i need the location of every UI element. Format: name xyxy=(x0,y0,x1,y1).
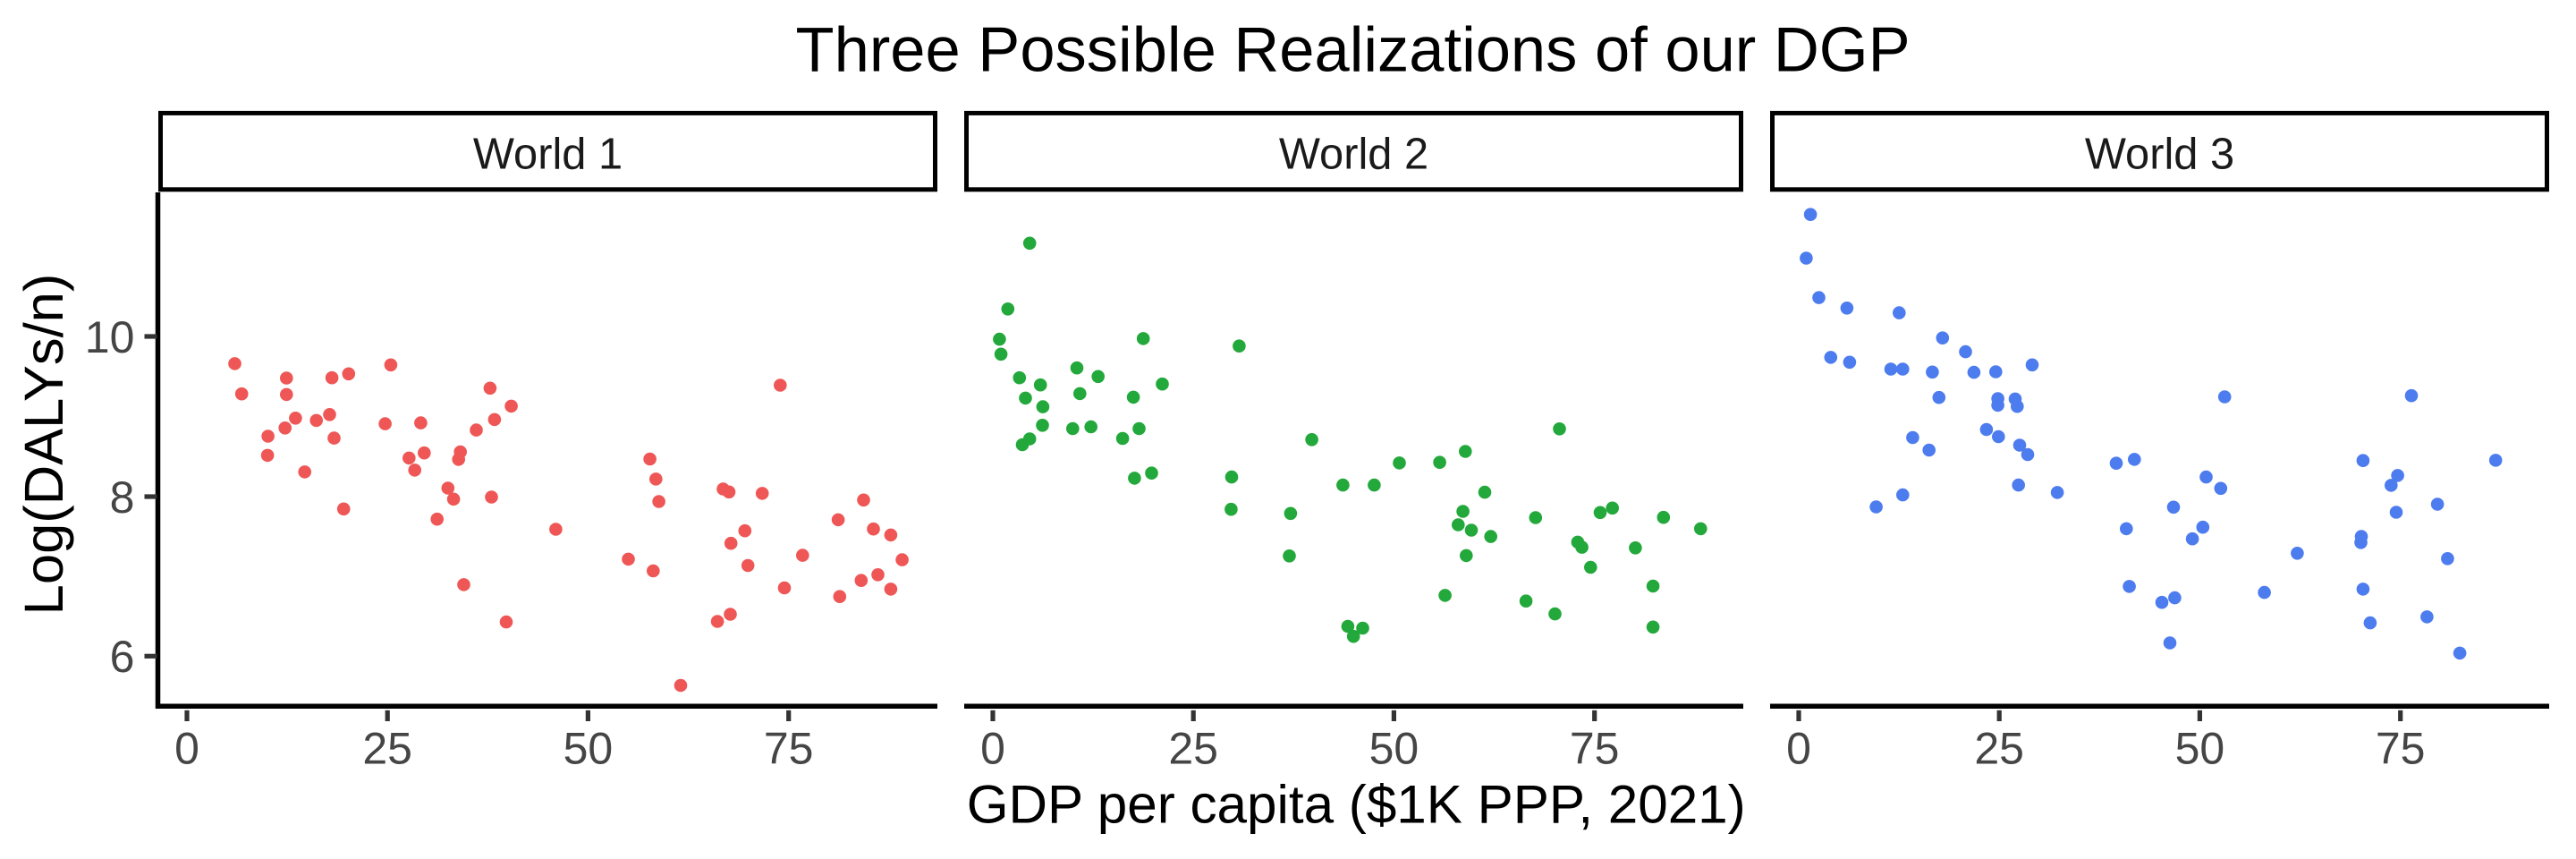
svg-text:25: 25 xyxy=(362,724,412,774)
svg-text:50: 50 xyxy=(1369,724,1419,774)
svg-text:25: 25 xyxy=(1168,724,1218,774)
svg-text:Log(DALYs/n): Log(DALYs/n) xyxy=(13,274,75,616)
svg-text:0: 0 xyxy=(980,724,1005,774)
svg-text:0: 0 xyxy=(174,724,199,774)
svg-text:75: 75 xyxy=(2376,724,2426,774)
svg-text:0: 0 xyxy=(1786,724,1811,774)
svg-text:25: 25 xyxy=(1974,724,2024,774)
svg-text:Three Possible Realizations of: Three Possible Realizations of our DGP xyxy=(796,14,1911,85)
svg-text:6: 6 xyxy=(110,632,135,682)
svg-text:75: 75 xyxy=(1570,724,1620,774)
svg-text:GDP per capita ($1K PPP, 2021): GDP per capita ($1K PPP, 2021) xyxy=(967,774,1746,834)
svg-text:50: 50 xyxy=(2175,724,2225,774)
svg-text:World 2: World 2 xyxy=(1279,130,1428,178)
svg-text:World 3: World 3 xyxy=(2085,130,2234,178)
svg-text:75: 75 xyxy=(764,724,814,774)
svg-text:10: 10 xyxy=(85,312,135,362)
svg-text:50: 50 xyxy=(564,724,614,774)
svg-text:8: 8 xyxy=(110,472,135,523)
svg-text:World 1: World 1 xyxy=(473,130,623,178)
